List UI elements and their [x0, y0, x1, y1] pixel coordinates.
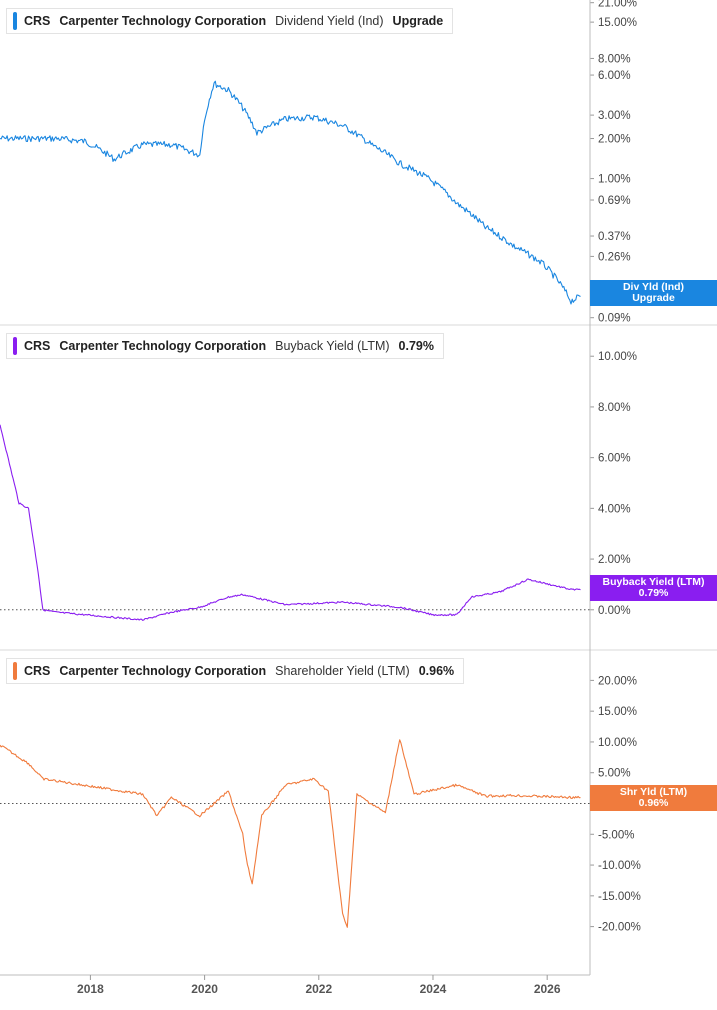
- legend-shareholder-yield: CRS Carpenter Technology Corporation Sha…: [6, 658, 465, 684]
- value-tag-dividend[interactable]: Div Yld (Ind) Upgrade: [590, 280, 717, 306]
- y-tick-label: 4.00%: [598, 503, 631, 515]
- tag-value: Upgrade: [632, 292, 675, 304]
- legend-buyback-yield: CRS Carpenter Technology Corporation Buy…: [6, 333, 444, 359]
- y-tick-label: 15.00%: [598, 17, 637, 29]
- y-tick-label: 10.00%: [598, 351, 637, 363]
- tag-label: Buyback Yield (LTM): [602, 576, 705, 588]
- legend-ticker: CRS: [24, 339, 51, 353]
- y-tick-label: 20.00%: [598, 675, 637, 687]
- y-tick-label: -20.00%: [598, 922, 641, 934]
- series-line: [0, 80, 581, 305]
- y-tick-label: 6.00%: [598, 70, 631, 82]
- tag-label: Shr Yld (LTM): [619, 786, 688, 798]
- tag-value: 0.79%: [638, 587, 669, 599]
- legend-ticker: CRS: [24, 664, 51, 678]
- legend-company: Carpenter Technology Corporation: [59, 14, 267, 28]
- x-tick-label: 2020: [191, 982, 218, 996]
- x-tick-label: 2026: [534, 982, 561, 996]
- y-tick-label: 2.00%: [598, 134, 631, 146]
- y-tick-label: -15.00%: [598, 891, 641, 903]
- y-tick-label: 1.00%: [598, 174, 631, 186]
- x-tick-label: 2022: [305, 982, 332, 996]
- tag-label: Div Yld (Ind): [622, 281, 685, 293]
- y-tick-label: 10.00%: [598, 737, 637, 749]
- x-tick-label: 2018: [77, 982, 104, 996]
- y-tick-label: 0.00%: [598, 605, 631, 617]
- legend-metric: Shareholder Yield (LTM): [275, 664, 410, 678]
- x-tick-label: 2024: [420, 982, 447, 996]
- y-tick-label: 0.26%: [598, 251, 631, 263]
- legend-metric: Dividend Yield (Ind): [275, 14, 384, 28]
- legend-company: Carpenter Technology Corporation: [59, 664, 267, 678]
- y-tick-label: 21.00%: [598, 0, 637, 10]
- y-tick-label: 3.00%: [598, 110, 631, 122]
- y-tick-label: 6.00%: [598, 453, 631, 465]
- y-tick-label: 5.00%: [598, 768, 631, 780]
- legend-company: Carpenter Technology Corporation: [59, 339, 267, 353]
- y-tick-label: 8.00%: [598, 402, 631, 414]
- tag-value: 0.96%: [638, 797, 669, 809]
- legend-ticker: CRS: [24, 14, 51, 28]
- y-tick-label: -10.00%: [598, 860, 641, 872]
- y-tick-label: 0.69%: [598, 195, 631, 207]
- series-color-swatch: [13, 337, 17, 355]
- y-tick-label: 8.00%: [598, 53, 631, 65]
- y-tick-label: 0.09%: [598, 313, 631, 325]
- y-tick-label: -5.00%: [598, 829, 634, 841]
- legend-value[interactable]: Upgrade: [392, 14, 444, 28]
- series-line: [0, 424, 581, 621]
- y-tick-label: 2.00%: [598, 554, 631, 566]
- legend-value: 0.79%: [398, 339, 434, 353]
- y-tick-label: 0.37%: [598, 231, 631, 243]
- y-tick-label: 15.00%: [598, 706, 637, 718]
- value-tag-shareholder: Shr Yld (LTM) 0.96%: [590, 785, 717, 811]
- series-line: [0, 739, 581, 928]
- legend-value: 0.96%: [418, 664, 455, 678]
- legend-metric: Buyback Yield (LTM): [275, 339, 390, 353]
- value-tag-buyback: Buyback Yield (LTM) 0.79%: [590, 575, 717, 601]
- series-color-swatch: [13, 12, 17, 30]
- series-color-swatch: [13, 662, 17, 680]
- legend-dividend-yield: CRS Carpenter Technology Corporation Div…: [6, 8, 454, 34]
